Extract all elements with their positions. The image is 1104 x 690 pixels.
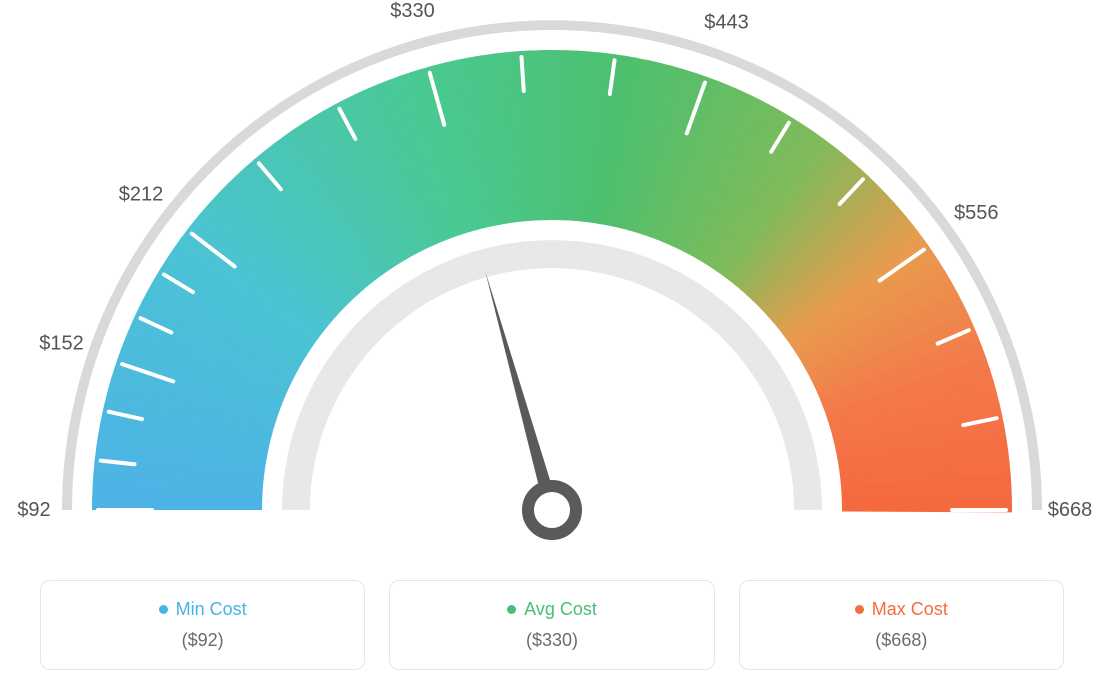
svg-text:$212: $212 <box>119 184 164 206</box>
svg-text:$556: $556 <box>954 202 999 224</box>
svg-text:$152: $152 <box>39 332 84 354</box>
legend-title-max: Max Cost <box>855 599 948 620</box>
gauge-svg: $92 $152 $212 $330 $443 $556 $668 <box>0 0 1104 560</box>
legend-title-label: Avg Cost <box>524 599 597 620</box>
svg-text:$443: $443 <box>704 11 749 33</box>
legend-title-min: Min Cost <box>159 599 247 620</box>
svg-text:$668: $668 <box>1048 499 1093 521</box>
legend-title-avg: Avg Cost <box>507 599 597 620</box>
legend-value-min: ($92) <box>51 630 354 651</box>
svg-text:$330: $330 <box>390 0 435 22</box>
legend-title-label: Max Cost <box>872 599 948 620</box>
gauge-chart: $92 $152 $212 $330 $443 $556 $668 <box>0 0 1104 560</box>
legend-title-label: Min Cost <box>176 599 247 620</box>
legend-card-max: Max Cost ($668) <box>739 580 1064 670</box>
legend-card-min: Min Cost ($92) <box>40 580 365 670</box>
dot-icon <box>855 605 864 614</box>
dot-icon <box>507 605 516 614</box>
legend-card-avg: Avg Cost ($330) <box>389 580 714 670</box>
legend-value-avg: ($330) <box>400 630 703 651</box>
legend-row: Min Cost ($92) Avg Cost ($330) Max Cost … <box>40 580 1064 670</box>
svg-text:$92: $92 <box>17 499 50 521</box>
legend-value-max: ($668) <box>750 630 1053 651</box>
dot-icon <box>159 605 168 614</box>
